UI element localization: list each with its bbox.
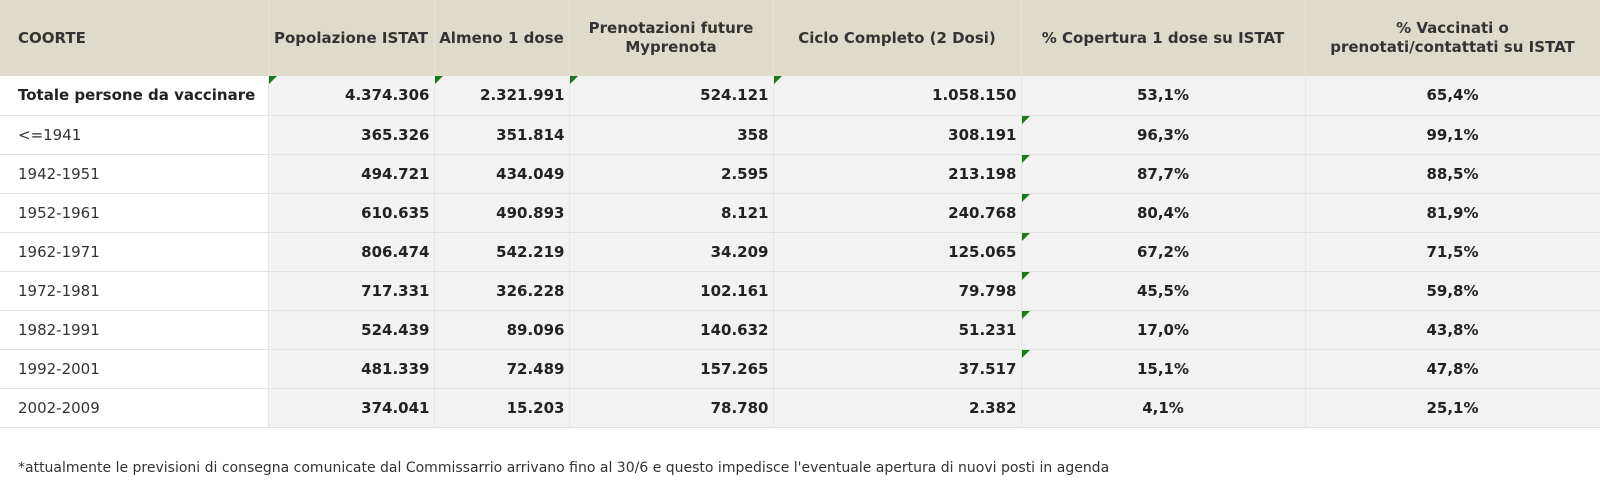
column-header-full-cycle[interactable]: Ciclo Completo (2 Dosi) — [773, 0, 1022, 76]
vaccinated-or-booked-cell[interactable]: 71,5% — [1305, 232, 1600, 272]
first-dose-cell[interactable]: 351.814 — [434, 115, 570, 155]
column-header-future-bookings[interactable]: Prenotazioni future Myprenota — [569, 0, 774, 76]
comment-marker-icon — [1021, 271, 1030, 280]
vaccinated-or-booked-cell[interactable]: 81,9% — [1305, 193, 1600, 233]
first-dose-coverage-cell[interactable]: 17,0% — [1021, 310, 1306, 350]
table-row: 1982-1991 524.439 89.096 140.632 51.231 … — [0, 310, 1600, 350]
table-header-row: COORTE Popolazione ISTAT Almeno 1 dose P… — [0, 0, 1600, 76]
comment-marker-icon — [1021, 115, 1030, 124]
first-dose-coverage-cell[interactable]: 53,1% — [1021, 76, 1306, 116]
column-header-vaccinated-or-booked[interactable]: % Vaccinati o prenotati/contattati su IS… — [1305, 0, 1600, 76]
population-cell[interactable]: 365.326 — [268, 115, 435, 155]
future-bookings-cell[interactable]: 8.121 — [569, 193, 774, 233]
population-cell[interactable]: 717.331 — [268, 271, 435, 311]
first-dose-coverage-cell[interactable]: 67,2% — [1021, 232, 1306, 272]
vaccinated-or-booked-cell[interactable]: 65,4% — [1305, 76, 1600, 116]
cohort-cell[interactable]: 1992-2001 — [0, 349, 269, 389]
future-bookings-cell[interactable]: 157.265 — [569, 349, 774, 389]
cohort-cell[interactable]: 1962-1971 — [0, 232, 269, 272]
comment-marker-icon — [1021, 193, 1030, 202]
first-dose-cell[interactable]: 72.489 — [434, 349, 570, 389]
comment-marker-icon — [1021, 310, 1030, 319]
column-header-population[interactable]: Popolazione ISTAT — [268, 0, 435, 76]
column-header-first-dose-coverage[interactable]: % Copertura 1 dose su ISTAT — [1021, 0, 1306, 76]
comment-marker-icon — [268, 76, 277, 84]
population-cell[interactable]: 374.041 — [268, 388, 435, 428]
vaccinated-or-booked-cell[interactable]: 88,5% — [1305, 154, 1600, 194]
table-row: 1942-1951 494.721 434.049 2.595 213.198 … — [0, 154, 1600, 194]
first-dose-coverage-cell[interactable]: 4,1% — [1021, 388, 1306, 428]
column-header-first-dose[interactable]: Almeno 1 dose — [434, 0, 570, 76]
future-bookings-cell[interactable]: 2.595 — [569, 154, 774, 194]
full-cycle-cell[interactable]: 1.058.150 — [773, 76, 1022, 116]
full-cycle-cell[interactable]: 51.231 — [773, 310, 1022, 350]
full-cycle-cell[interactable]: 240.768 — [773, 193, 1022, 233]
comment-marker-icon — [569, 76, 578, 84]
first-dose-cell[interactable]: 434.049 — [434, 154, 570, 194]
comment-marker-icon — [434, 76, 443, 84]
cohort-cell[interactable]: 1952-1961 — [0, 193, 269, 233]
full-cycle-cell[interactable]: 2.382 — [773, 388, 1022, 428]
population-cell[interactable]: 4.374.306 — [268, 76, 435, 116]
cohort-cell[interactable]: 1972-1981 — [0, 271, 269, 311]
full-cycle-cell[interactable]: 213.198 — [773, 154, 1022, 194]
future-bookings-cell[interactable]: 140.632 — [569, 310, 774, 350]
table-row: <=1941 365.326 351.814 358 308.191 96,3%… — [0, 115, 1600, 155]
vaccinated-or-booked-cell[interactable]: 43,8% — [1305, 310, 1600, 350]
first-dose-cell[interactable]: 542.219 — [434, 232, 570, 272]
comment-marker-icon — [1021, 232, 1030, 241]
future-bookings-cell[interactable]: 78.780 — [569, 388, 774, 428]
first-dose-cell[interactable]: 326.228 — [434, 271, 570, 311]
full-cycle-cell[interactable]: 37.517 — [773, 349, 1022, 389]
first-dose-coverage-cell[interactable]: 87,7% — [1021, 154, 1306, 194]
first-dose-cell[interactable]: 15.203 — [434, 388, 570, 428]
future-bookings-cell[interactable]: 358 — [569, 115, 774, 155]
future-bookings-cell[interactable]: 34.209 — [569, 232, 774, 272]
first-dose-coverage-cell[interactable]: 96,3% — [1021, 115, 1306, 155]
comment-marker-icon — [1021, 349, 1030, 358]
footnote: *attualmente le previsioni di consegna c… — [18, 460, 1110, 476]
cohort-cell[interactable]: Totale persone da vaccinare — [0, 76, 269, 116]
first-dose-cell[interactable]: 2.321.991 — [434, 76, 570, 116]
first-dose-coverage-cell[interactable]: 45,5% — [1021, 271, 1306, 311]
vaccinated-or-booked-cell[interactable]: 25,1% — [1305, 388, 1600, 428]
vaccinated-or-booked-cell[interactable]: 99,1% — [1305, 115, 1600, 155]
population-cell[interactable]: 610.635 — [268, 193, 435, 233]
full-cycle-cell[interactable]: 125.065 — [773, 232, 1022, 272]
population-cell[interactable]: 524.439 — [268, 310, 435, 350]
comment-marker-icon — [1021, 154, 1030, 163]
table-row: 1972-1981 717.331 326.228 102.161 79.798… — [0, 271, 1600, 311]
first-dose-cell[interactable]: 89.096 — [434, 310, 570, 350]
comment-marker-icon — [773, 76, 782, 84]
vaccinated-or-booked-cell[interactable]: 59,8% — [1305, 271, 1600, 311]
first-dose-coverage-cell[interactable]: 15,1% — [1021, 349, 1306, 389]
full-cycle-cell[interactable]: 79.798 — [773, 271, 1022, 311]
vaccinated-or-booked-cell[interactable]: 47,8% — [1305, 349, 1600, 389]
first-dose-cell[interactable]: 490.893 — [434, 193, 570, 233]
future-bookings-cell[interactable]: 102.161 — [569, 271, 774, 311]
cohort-cell[interactable]: 2002-2009 — [0, 388, 269, 428]
cohort-cell[interactable]: 1942-1951 — [0, 154, 269, 194]
table-row: 1952-1961 610.635 490.893 8.121 240.768 … — [0, 193, 1600, 233]
population-cell[interactable]: 494.721 — [268, 154, 435, 194]
table-row: 1962-1971 806.474 542.219 34.209 125.065… — [0, 232, 1600, 272]
column-header-cohort[interactable]: COORTE — [0, 0, 269, 76]
population-cell[interactable]: 806.474 — [268, 232, 435, 272]
table-row: 1992-2001 481.339 72.489 157.265 37.517 … — [0, 349, 1600, 389]
cohort-cell[interactable]: <=1941 — [0, 115, 269, 155]
table-row-total: Totale persone da vaccinare 4.374.306 2.… — [0, 76, 1600, 116]
first-dose-coverage-cell[interactable]: 80,4% — [1021, 193, 1306, 233]
population-cell[interactable]: 481.339 — [268, 349, 435, 389]
full-cycle-cell[interactable]: 308.191 — [773, 115, 1022, 155]
future-bookings-cell[interactable]: 524.121 — [569, 76, 774, 116]
table-row: 2002-2009 374.041 15.203 78.780 2.382 4,… — [0, 388, 1600, 428]
cohort-cell[interactable]: 1982-1991 — [0, 310, 269, 350]
coverage-table: COORTE Popolazione ISTAT Almeno 1 dose P… — [0, 0, 1600, 428]
